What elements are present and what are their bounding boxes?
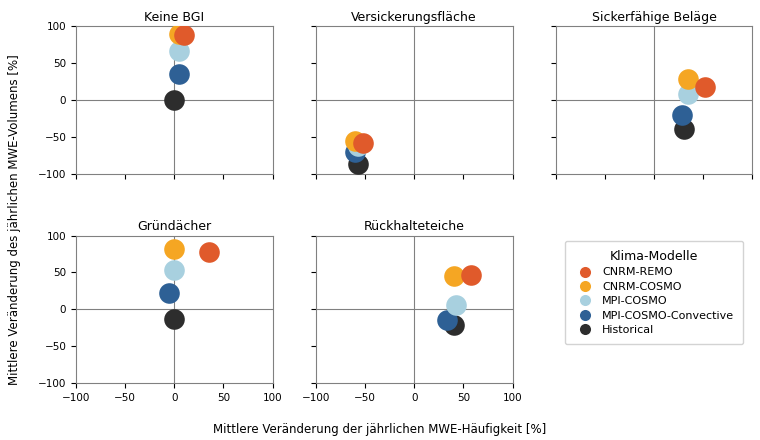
Point <box>699 83 711 90</box>
Title: Keine BGI: Keine BGI <box>144 11 204 24</box>
Point <box>178 32 190 39</box>
Point <box>168 267 180 274</box>
Point <box>173 47 185 54</box>
Point <box>349 137 361 144</box>
Title: Rückhalteteiche: Rückhalteteiche <box>364 220 464 233</box>
Point <box>441 317 453 324</box>
Point <box>682 91 695 98</box>
Point <box>173 71 185 78</box>
Point <box>448 322 460 329</box>
Point <box>168 96 180 103</box>
Title: Sickerfähige Beläge: Sickerfähige Beläge <box>591 11 717 24</box>
Point <box>448 272 460 279</box>
Text: Mittlere Veränderung der jährlichen MWE-Häufigkeit [%]: Mittlere Veränderung der jährlichen MWE-… <box>214 422 546 436</box>
Point <box>677 126 689 133</box>
Point <box>357 139 369 146</box>
Point <box>352 161 364 168</box>
Point <box>168 315 180 322</box>
Point <box>349 148 361 155</box>
Legend: CNRM-REMO, CNRM-COSMO, MPI-COSMO, MPI-COSMO-Convective, Historical: CNRM-REMO, CNRM-COSMO, MPI-COSMO, MPI-CO… <box>565 241 743 344</box>
Point <box>168 245 180 252</box>
Point <box>451 302 463 309</box>
Point <box>163 290 176 297</box>
Point <box>682 76 695 83</box>
Title: Versickerungsfläche: Versickerungsfläche <box>351 11 477 24</box>
Point <box>203 249 215 256</box>
Point <box>465 271 477 278</box>
Text: Mittlere Veränderung des jährlichen MWE-Volumens [%]: Mittlere Veränderung des jährlichen MWE-… <box>8 55 21 385</box>
Point <box>676 111 688 118</box>
Point <box>352 142 364 149</box>
Title: Gründächer: Gründächer <box>138 220 211 233</box>
Point <box>173 30 185 37</box>
